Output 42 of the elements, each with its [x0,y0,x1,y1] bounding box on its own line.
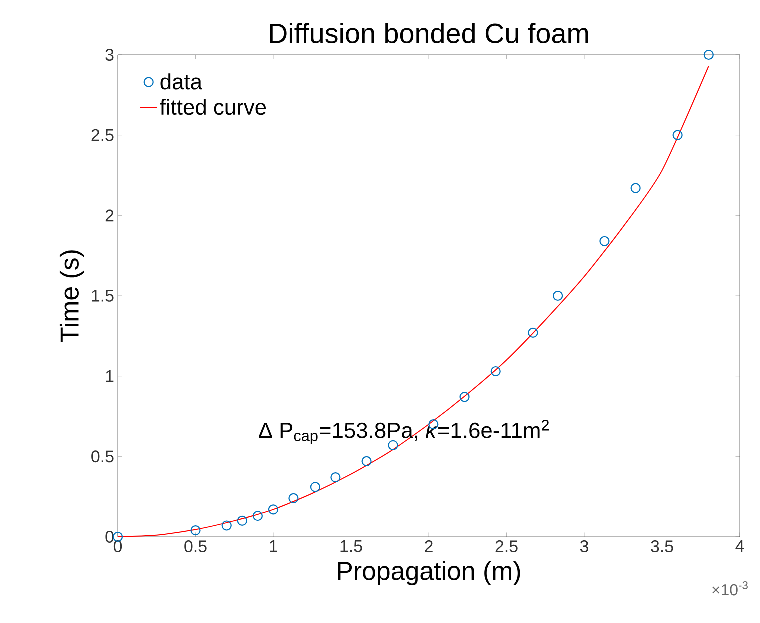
point [330,472,341,483]
y-tick-label: 2 [106,210,114,222]
y-axis-title: Time (s) [60,250,84,342]
y-tick-label: 0.5 [92,450,114,463]
point [553,290,564,302]
legend-label: data [160,74,202,90]
point [268,504,279,515]
point [288,493,299,504]
point [388,440,398,450]
point [362,456,372,467]
point [528,328,538,338]
chart-title: Diffusion bonded Cu foam [270,23,588,44]
x-tick-label: 2 [425,540,433,552]
x-tick-label: 3 [580,540,588,553]
point [252,511,264,522]
x-tick-label: 4 [736,540,744,552]
x-tick-label: 1.5 [340,540,362,552]
point [490,366,501,377]
y-tick-label: 3 [106,49,114,61]
text: ×10$^{-3}$ [712,581,748,596]
point [237,516,248,526]
point [630,183,641,194]
annotation: Δ P$_{cap}$=153.8Pa, κ=1.6e-11m$^{2}$ [259,420,549,444]
point [190,526,201,536]
point [310,482,321,492]
line-series [118,66,710,538]
y-tick-label: 2.5 [92,129,114,142]
point [704,50,714,60]
y-tick-label: 0 [106,531,114,543]
point [222,520,232,531]
point [672,130,683,140]
x-axis-title: Propagation (m) [338,561,520,586]
x-tick-label: 3.5 [651,540,674,553]
x-tick-label: 1 [270,540,278,552]
x-tick-label: 0 [114,540,122,553]
y-tick-label: 1 [106,370,114,382]
legend-label: fitted curve [160,98,266,116]
x-tick-label: 0.5 [184,540,207,553]
y-tick-label: 1.5 [92,290,114,302]
point [460,392,470,402]
x-tick-label: 2.5 [496,540,518,553]
point [600,236,610,246]
